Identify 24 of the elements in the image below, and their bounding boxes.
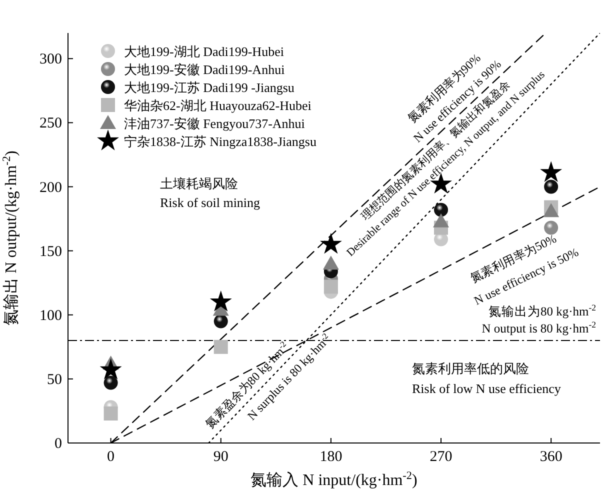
annotation: Risk of soil mining [160,195,261,210]
y-tick-label: 50 [47,372,62,388]
x-axis-title: 氮输入 N input/(kg·hm$^{-2}$) [250,470,418,489]
ref-line-label: 氮输出为80 kg·hm$^{-2}$ N output is 80 kg·hm$^{-2}$ [482,302,596,336]
legend-label: 大地199-安徽 Dadi199-Anhui [124,62,286,77]
y-tick-label: 0 [54,436,62,452]
y-tick-label: 250 [40,116,62,132]
y-tick-label: 200 [40,180,62,196]
y-tick-label: 150 [40,244,62,260]
x-tick-label: 90 [213,449,228,465]
legend-label: 大地199-江苏 Dadi199 -Jiangsu [124,80,295,95]
y-tick-label: 300 [40,52,62,68]
legend-label: 宁杂1838-江苏 Ningza1838-Jiangsu [124,134,317,149]
legend-label: 华油杂62-湖北 Huayouza62-Hubei [124,98,312,113]
x-tick-label: 360 [540,449,562,465]
annotation: 氮素利用率低的风险 [412,361,529,376]
annotation: Risk of low N use efficiency [412,381,562,396]
legend-label: 沣油737-安徽 Fengyou737-Anhui [124,116,306,131]
x-tick-label: 180 [320,449,342,465]
x-tick-label: 270 [430,449,452,465]
y-tick-label: 100 [40,308,62,324]
legend-label: 大地199-湖北 Dadi199-Hubei [124,44,284,59]
annotation: 土壤耗竭风险 [160,176,238,191]
x-tick-label: 0 [107,449,115,465]
